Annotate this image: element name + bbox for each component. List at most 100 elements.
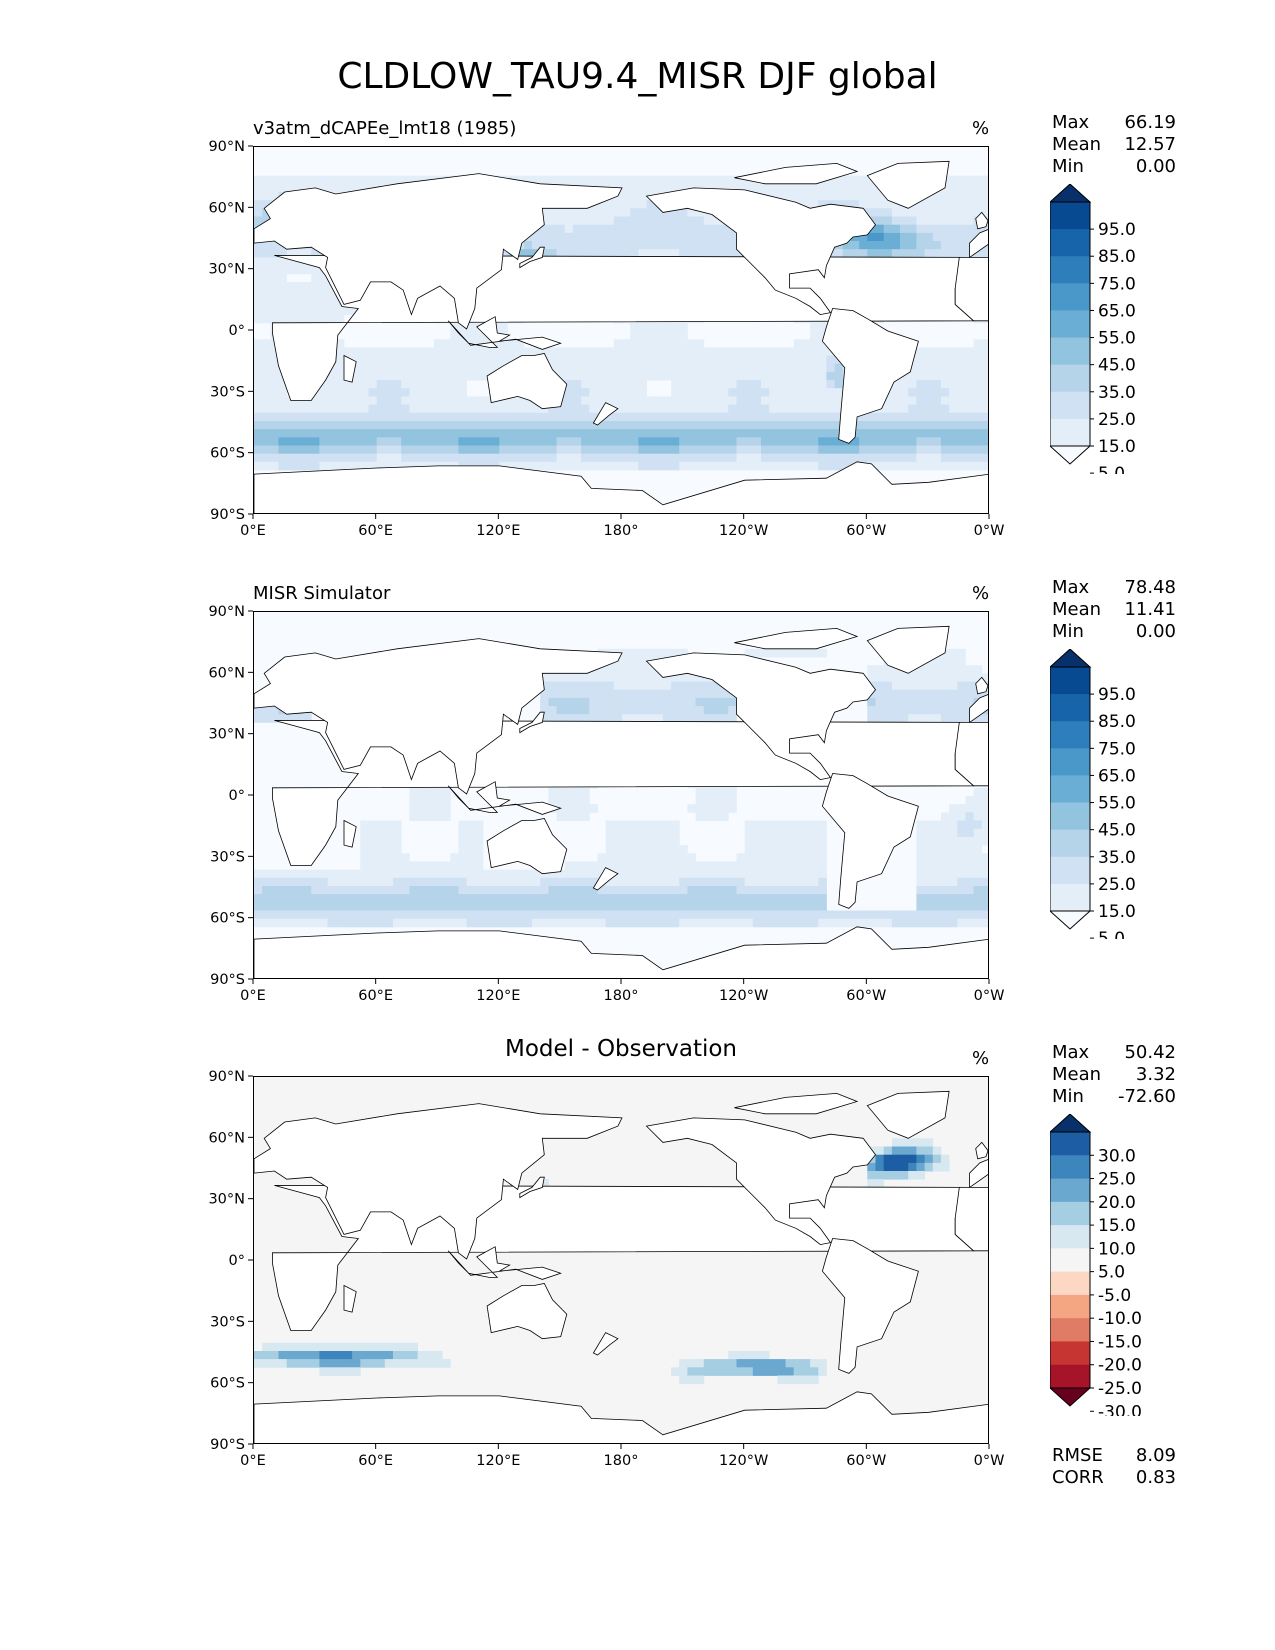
field-cell: [409, 388, 418, 397]
field-cell: [294, 404, 304, 414]
colorbar-swatch: [1050, 1155, 1090, 1180]
field-cell: [564, 910, 574, 920]
field-cell: [671, 445, 680, 455]
field-cell: [932, 869, 942, 879]
field-cell: [720, 894, 729, 903]
field-cell: [425, 388, 435, 397]
field-cell: [556, 232, 566, 242]
field-cell: [932, 224, 942, 234]
field-cell: [311, 1351, 320, 1360]
field-cell: [589, 175, 598, 185]
colorbar-swatch: [1050, 391, 1090, 420]
field-cell: [270, 1351, 279, 1360]
field-cell: [589, 412, 598, 422]
arctic-islands-outline: [734, 627, 859, 650]
field-cell: [932, 681, 942, 691]
field-cell: [548, 241, 557, 250]
field-cell: [540, 461, 549, 471]
field-cell: [801, 429, 811, 438]
field-cell: [712, 175, 721, 185]
field-cell: [327, 371, 337, 381]
field-cell: [507, 396, 517, 405]
field-cell: [564, 804, 574, 813]
field-cell: [376, 371, 386, 381]
stats-box: Max 66.19 Mean 12.57 Min 0.00: [1052, 112, 1176, 178]
uk-outline: [975, 211, 988, 230]
field-cell: [769, 421, 778, 430]
field-cell: [311, 429, 320, 438]
field-cell: [924, 1162, 934, 1172]
field-cell: [900, 412, 909, 422]
field-cell: [712, 1359, 721, 1368]
field-cell: [810, 371, 819, 381]
x-tick-label: 0°E: [240, 988, 266, 1004]
field-cell: [687, 421, 696, 430]
field-cell: [801, 853, 811, 862]
field-cell: [949, 363, 958, 373]
field-cell: [842, 453, 852, 463]
field-cell: [687, 363, 696, 373]
field-cell: [605, 918, 615, 928]
field-cell: [818, 910, 827, 920]
field-cell: [613, 429, 623, 438]
field-cell: [254, 273, 263, 283]
field-cell: [352, 371, 361, 381]
field-cell: [303, 445, 312, 455]
field-cell: [769, 445, 778, 455]
field-cell: [891, 412, 901, 422]
field-cell: [466, 836, 476, 846]
field-cell: [826, 355, 835, 365]
field-cell: [654, 208, 664, 217]
field-cell: [744, 1351, 754, 1360]
field-cell: [393, 918, 402, 928]
field-cell: [793, 828, 803, 838]
field-cell: [777, 396, 786, 405]
field-cell: [957, 845, 966, 854]
field-cell: [548, 910, 557, 920]
field-cell: [785, 192, 795, 201]
field-cell: [810, 894, 819, 903]
field-cell: [458, 902, 467, 911]
field-cell: [638, 836, 647, 846]
field-cell: [695, 355, 705, 365]
field-cell: [720, 461, 729, 471]
field-cell: [605, 853, 615, 862]
field-cell: [597, 216, 607, 226]
field-cell: [630, 175, 639, 185]
field-cell: [769, 347, 778, 356]
field-cell: [932, 453, 942, 463]
field-cell: [303, 910, 312, 920]
field-cell: [728, 249, 737, 258]
field-cell: [278, 412, 288, 422]
field-cell: [720, 869, 729, 879]
south-america-outline: [821, 773, 919, 909]
field-cell: [605, 845, 615, 854]
field-cell: [393, 371, 402, 381]
field-cell: [965, 804, 975, 813]
field-cell: [286, 886, 296, 895]
field-cell: [311, 249, 320, 258]
field-cell: [581, 412, 590, 422]
new-zealand-outline: [592, 867, 619, 891]
field-cell: [679, 363, 688, 373]
field-cell: [254, 192, 263, 201]
field-cell: [417, 869, 427, 879]
field-cell: [335, 445, 345, 455]
field-cell: [532, 918, 541, 928]
field-cell: [515, 249, 525, 258]
field-cell: [924, 355, 934, 365]
field-cell: [630, 706, 639, 715]
field-cell: [924, 697, 934, 707]
field-cell: [810, 886, 819, 895]
field-cell: [883, 216, 893, 226]
field-cell: [679, 339, 688, 348]
field-cell: [646, 429, 656, 438]
field-cell: [556, 714, 566, 723]
field-cell: [646, 363, 656, 373]
colorbar-swatch: [1050, 202, 1090, 230]
field-cell: [900, 437, 909, 446]
field-cell: [499, 322, 508, 332]
field-cell: [761, 902, 770, 911]
field-cell: [393, 836, 402, 846]
colorbar-tick-label: -10.0: [1098, 1309, 1142, 1329]
